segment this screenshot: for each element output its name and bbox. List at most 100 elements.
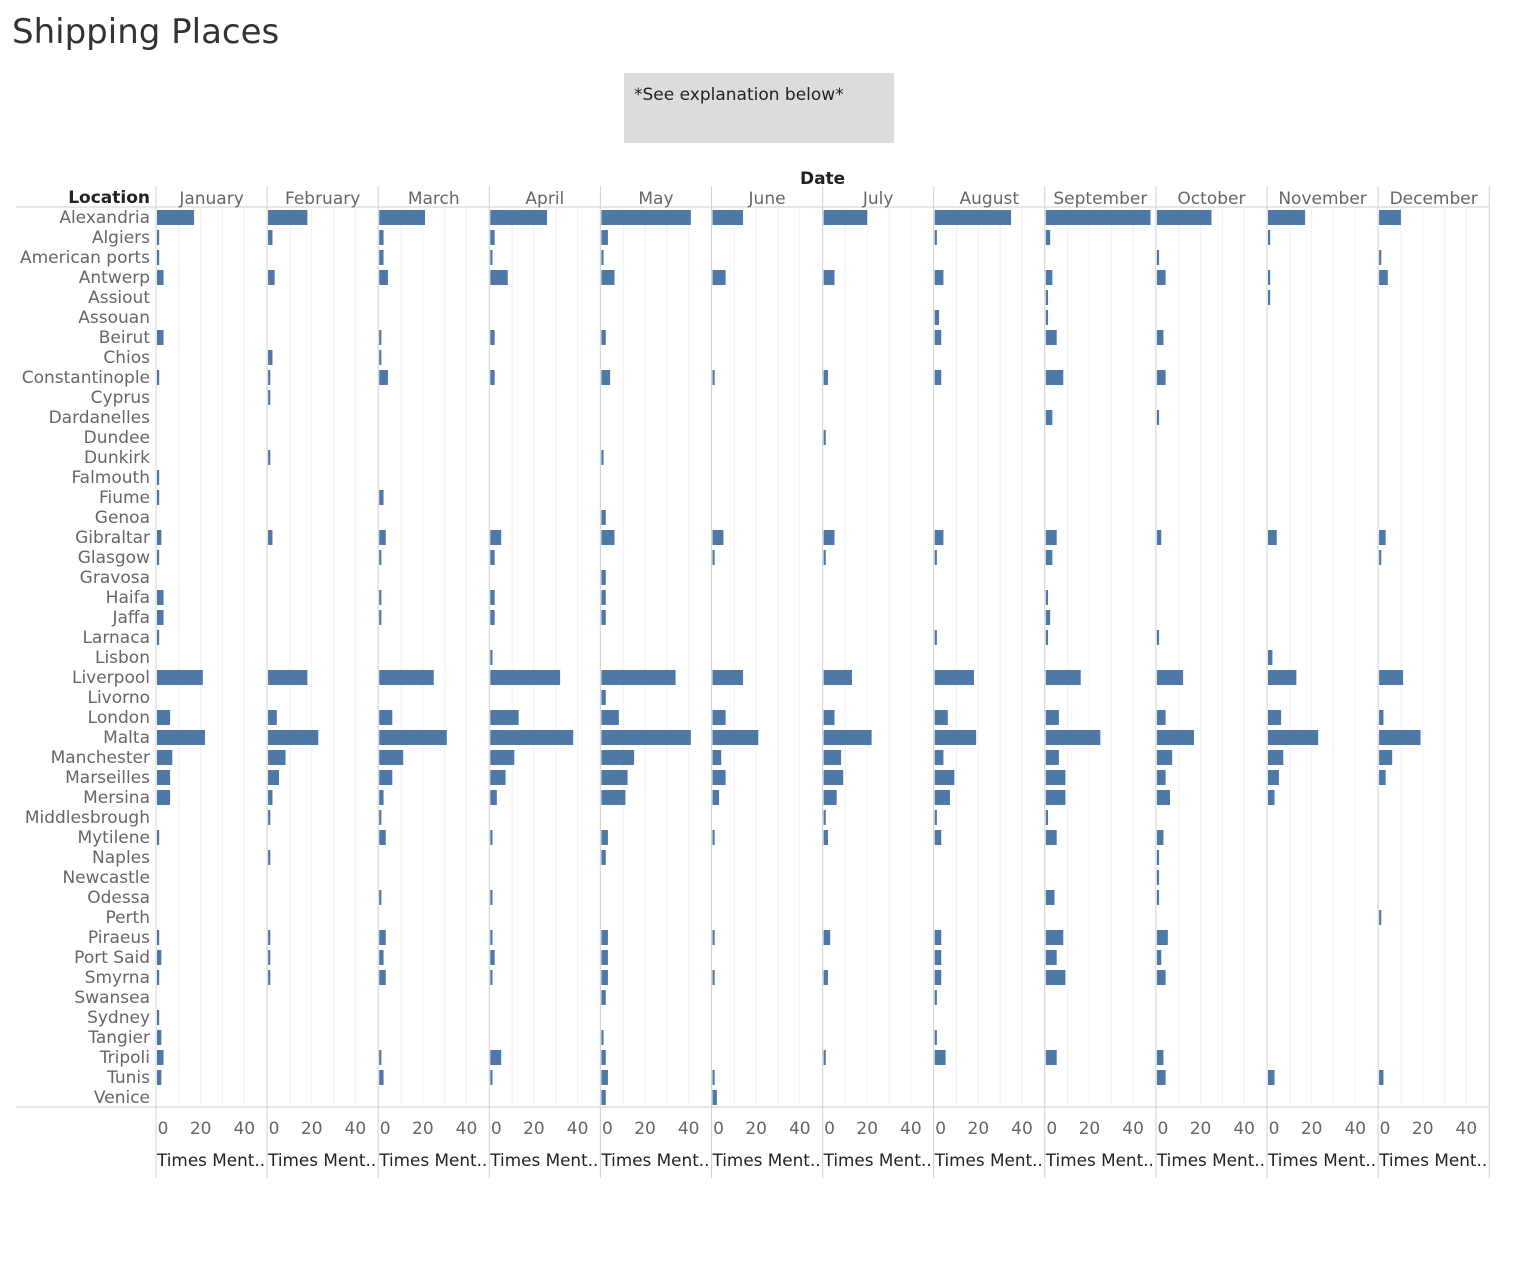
bar-swansea-august [934,990,937,1005]
location-label-larnaca: Larnaca [82,628,150,648]
bar-london-june [712,710,726,725]
bar-london-february [268,710,277,725]
bar-london-december [1379,710,1384,725]
bar-chios-march [379,350,382,365]
location-label-odessa: Odessa [87,888,150,908]
bar-glasgow-september [1045,550,1053,565]
location-label-middlesbrough: Middlesbrough [25,808,150,828]
bar-malta-december [1379,730,1421,745]
bar-constantinople-may [601,370,611,385]
location-label-venice: Venice [94,1088,150,1108]
bar-marseilles-september [1045,770,1066,785]
row-header-location: Location [68,188,150,208]
bar-constantinople-august [934,370,942,385]
tick-label-may-0: 0 [602,1119,613,1139]
bar-haifa-april [490,590,495,605]
page-title: Shipping Places [12,12,280,52]
location-label-chios: Chios [103,348,150,368]
bar-marseilles-april [490,770,506,785]
bar-tunis-january [157,1070,162,1085]
location-label-swansea: Swansea [74,988,150,1008]
location-label-alexandria: Alexandria [59,208,150,228]
bar-larnaca-september [1045,630,1048,645]
bar-fiume-january [157,490,160,505]
bar-constantinople-april [490,370,495,385]
bar-antwerp-march [379,270,388,285]
bar-antwerp-december [1379,270,1388,285]
bar-port-said-october [1156,950,1162,965]
bar-mersina-march [379,790,384,805]
bar-liverpool-july [823,670,852,685]
location-label-mytilene: Mytilene [77,828,150,848]
bar-venice-may [601,1090,606,1105]
tick-label-january-20: 20 [190,1119,212,1139]
location-label-haifa: Haifa [106,588,150,608]
bar-larnaca-october [1156,630,1160,645]
tick-label-august-40: 40 [1011,1119,1033,1139]
measure-label-december: Times Ment.. [1378,1151,1487,1171]
tick-label-october-0: 0 [1157,1119,1168,1139]
bar-manchester-october [1156,750,1173,765]
bar-gibraltar-september [1045,530,1057,545]
bar-port-said-may [601,950,608,965]
bar-tripoli-october [1156,1050,1164,1065]
location-label-constantinople: Constantinople [22,368,150,388]
bar-constantinople-february [268,370,271,385]
bar-mersina-june [712,790,720,805]
bar-malta-february [268,730,319,745]
bar-dundee-july [823,430,826,445]
bar-mytilene-september [1045,830,1057,845]
measure-label-november: Times Ment.. [1267,1151,1376,1171]
tick-label-february-0: 0 [269,1119,280,1139]
location-label-marseilles: Marseilles [65,768,150,788]
measure-label-october: Times Ment.. [1156,1151,1265,1171]
tick-label-october-20: 20 [1190,1119,1212,1139]
location-label-antwerp: Antwerp [79,268,150,288]
bar-piraeus-february [268,930,271,945]
bar-tunis-april [490,1070,493,1085]
measure-label-august: Times Ment.. [934,1151,1043,1171]
tick-label-march-40: 40 [456,1119,478,1139]
bar-tripoli-august [934,1050,946,1065]
bar-gibraltar-august [934,530,944,545]
bar-mersina-august [934,790,950,805]
bar-gibraltar-january [157,530,162,545]
bar-american-ports-december [1379,250,1382,265]
bar-london-july [823,710,835,725]
bar-smyrna-march [379,970,386,985]
tick-label-january-0: 0 [158,1119,169,1139]
bar-beirut-september [1045,330,1057,345]
bar-jaffa-january [157,610,164,625]
bar-middlesbrough-august [934,810,937,825]
bar-jaffa-may [601,610,606,625]
location-label-algiers: Algiers [92,228,150,248]
location-label-assouan: Assouan [78,308,150,328]
location-label-fiume: Fiume [99,488,150,508]
bar-gibraltar-april [490,530,502,545]
bar-gibraltar-december [1379,530,1386,545]
tick-label-march-20: 20 [412,1119,434,1139]
tick-label-september-20: 20 [1079,1119,1101,1139]
month-label-september: September [1053,189,1147,209]
bar-naples-may [601,850,606,865]
bar-smyrna-july [823,970,828,985]
bar-tripoli-may [601,1050,606,1065]
bar-tripoli-april [490,1050,502,1065]
bar-manchester-august [934,750,944,765]
tick-label-june-0: 0 [713,1119,724,1139]
bar-tangier-january [157,1030,162,1045]
month-label-december: December [1390,189,1478,209]
bar-mersina-november [1268,790,1275,805]
bar-middlesbrough-july [823,810,826,825]
location-label-dundee: Dundee [84,428,150,448]
bar-mytilene-july [823,830,828,845]
bar-antwerp-april [490,270,508,285]
bar-alexandria-june [712,210,744,225]
bar-tripoli-january [157,1050,164,1065]
location-label-manchester: Manchester [51,748,150,768]
bar-manchester-december [1379,750,1393,765]
bar-larnaca-august [934,630,937,645]
measure-label-march: Times Ment.. [378,1151,487,1171]
bar-gibraltar-may [601,530,615,545]
bar-liverpool-march [379,670,434,685]
